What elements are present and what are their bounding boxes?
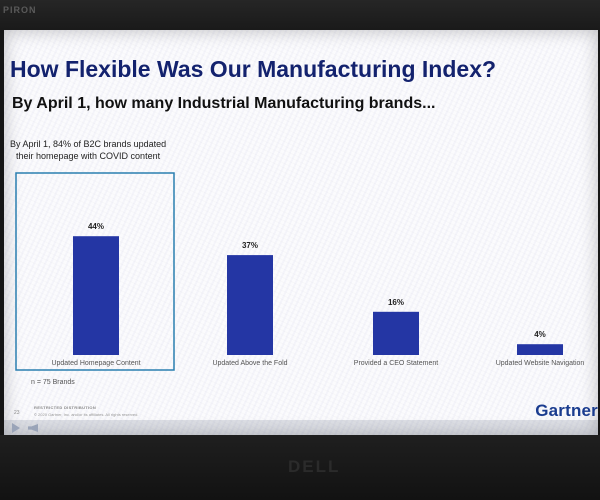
category-label-0: Updated Homepage Content [51, 360, 140, 367]
bar-2 [373, 311, 419, 355]
gartner-logo: Gartner [535, 401, 598, 420]
page-number: 23 [14, 410, 20, 416]
volume-icon[interactable] [28, 424, 38, 432]
category-label-3: Updated Website Navigation [496, 360, 585, 367]
monitor-logo: DELL [288, 457, 341, 476]
callout-line-1: By April 1, 84% of B2C brands updated [10, 139, 167, 149]
presentation-screen: How Flexible Was Our Manufacturing Index… [4, 30, 598, 435]
sample-size-note: n = 75 Brands [31, 379, 75, 386]
category-label-1: Updated Above the Fold [212, 360, 287, 367]
category-label-2: Provided a CEO Statement [354, 360, 438, 367]
bar-value-label-0: 44% [88, 222, 104, 231]
labels-layer: 44% Updated Homepage Content 37% Updated Ab… [51, 222, 584, 367]
bar-3 [517, 344, 563, 355]
bar-value-label-2: 16% [388, 298, 404, 307]
chart-callout: By April 1, 84% of B2C brands updated th… [10, 138, 190, 162]
highlight-box [15, 172, 175, 371]
bezel-brand-label: PIRON [3, 5, 37, 15]
slide-subtitle: By April 1, how many Industrial Manufact… [12, 95, 436, 112]
video-player-bar[interactable] [4, 420, 598, 435]
bar-1 [227, 255, 273, 355]
play-icon[interactable] [12, 423, 20, 433]
bar-value-label-1: 37% [242, 241, 258, 250]
monitor-bezel-bottom: DELL [0, 435, 600, 500]
callout-line-2: their homepage with COVID content [16, 151, 161, 161]
restricted-label: RESTRICTED DISTRIBUTION [34, 405, 97, 410]
bar-0 [73, 236, 119, 355]
bar-value-label-3: 4% [534, 330, 546, 339]
monitor-bezel-top: PIRON [0, 0, 600, 30]
copyright-text: © 2020 Gartner, Inc. and/or its affiliat… [34, 412, 139, 417]
slide-title: How Flexible Was Our Manufacturing Index… [10, 56, 497, 82]
bars-layer [73, 236, 563, 355]
bar-chart: 44% Updated Homepage Content 37% Updated Ab… [15, 172, 584, 371]
